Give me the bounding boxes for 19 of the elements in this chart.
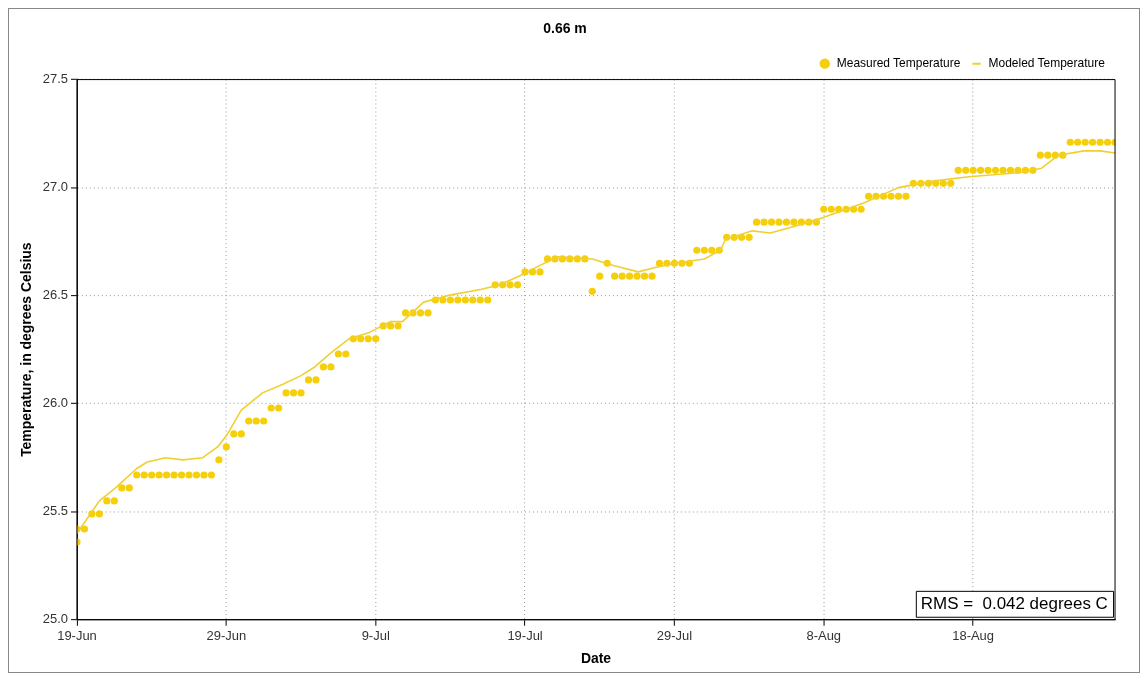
y-tick-label: 27.5	[42, 71, 68, 87]
y-axis-title: Temperature, in degrees Celsius	[18, 242, 35, 457]
y-tick-label: 26.5	[42, 287, 68, 303]
x-tick-label: 8-Aug	[806, 628, 842, 644]
x-tick-label: 18-Aug	[952, 628, 995, 644]
x-axis-title: Date	[580, 650, 612, 667]
y-tick-label: 25.0	[42, 611, 68, 627]
x-tick-label: 29-Jun	[206, 628, 247, 644]
y-tick-label: 25.5	[42, 503, 68, 519]
y-tick-label: 26.0	[42, 395, 68, 411]
annotation: RMS = 0.042 degrees C	[920, 594, 1108, 614]
chart-title: 0.66 m	[543, 20, 587, 37]
y-tick-label: 27.0	[42, 179, 68, 195]
legend-label: Measured Temperature	[836, 55, 961, 70]
legend-label: Modeled Temperature	[988, 55, 1106, 70]
x-tick-label: 19-Jun	[57, 628, 97, 644]
x-tick-label: 19-Jul	[507, 628, 543, 644]
x-tick-label: 9-Jul	[361, 628, 390, 644]
x-tick-label: 29-Jul	[656, 628, 693, 644]
